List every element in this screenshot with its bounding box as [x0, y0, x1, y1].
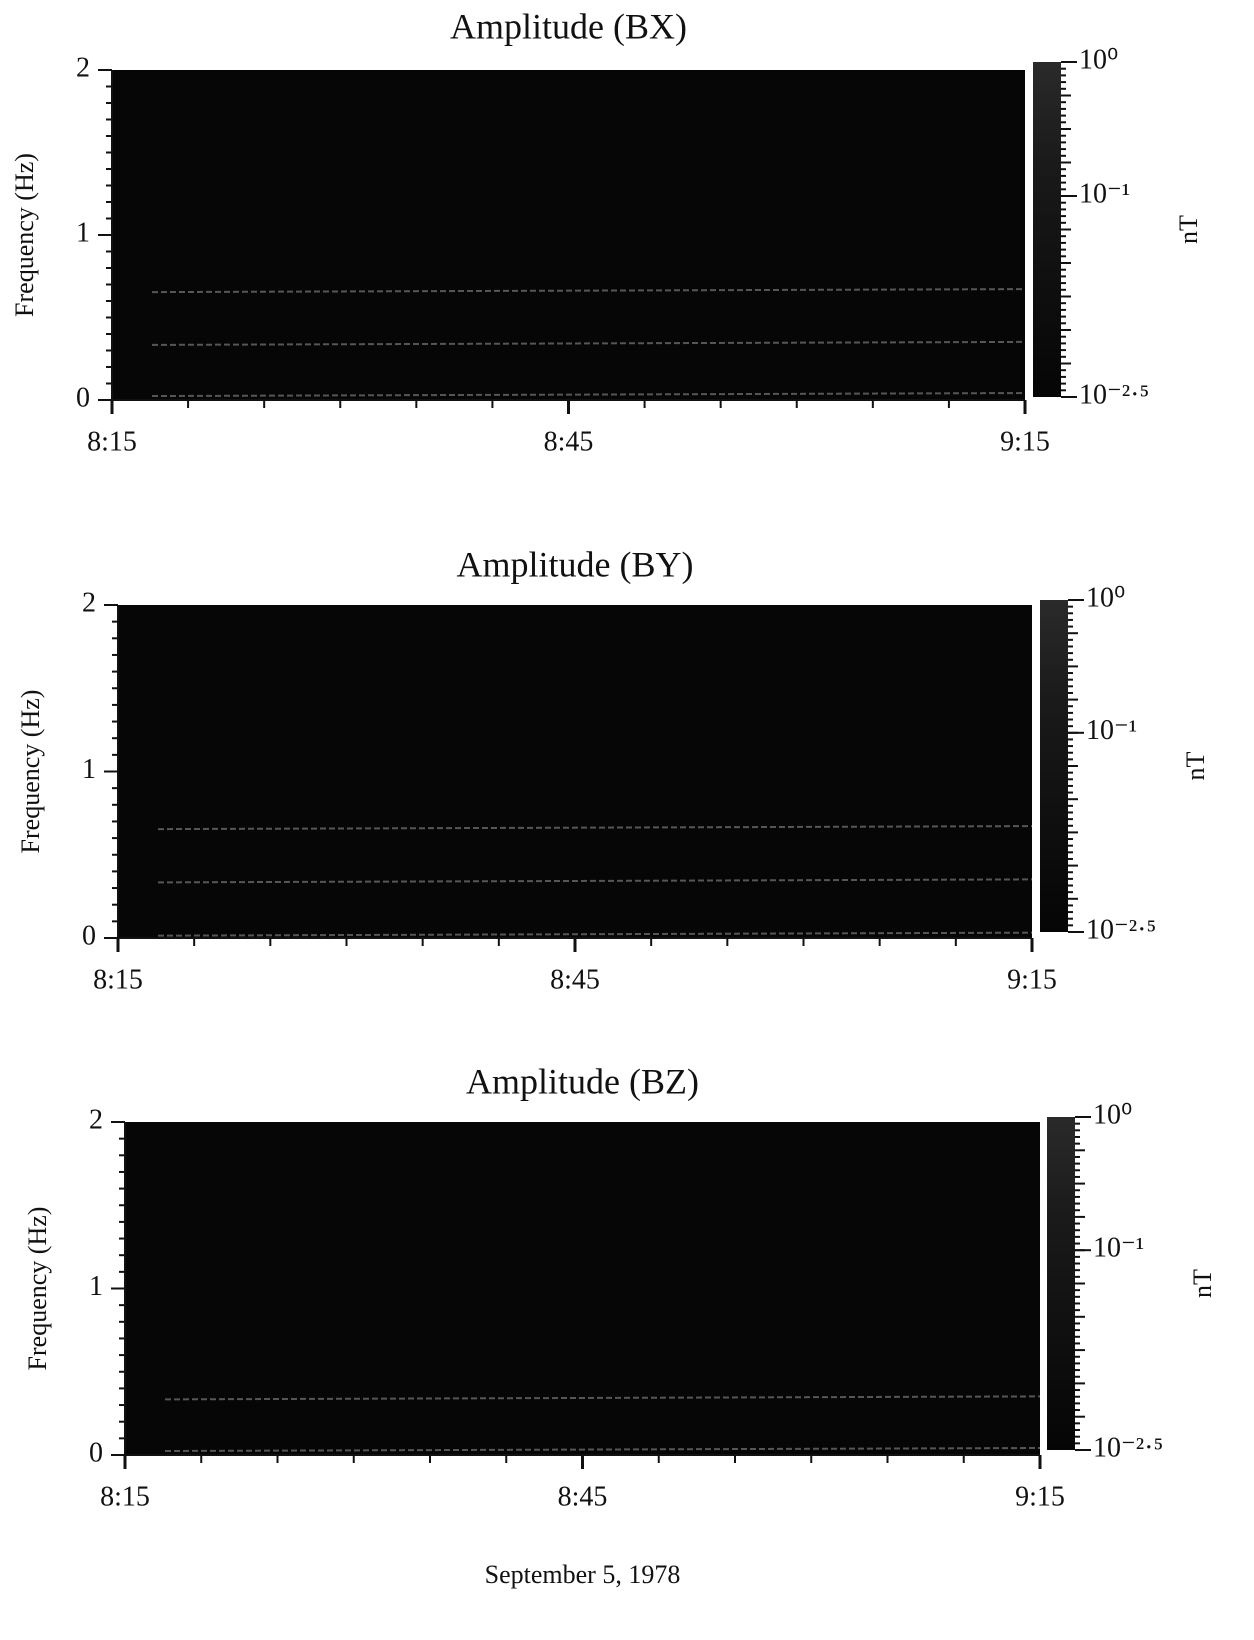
x-tick-label: 9:15	[1007, 964, 1057, 995]
y-tick-label: 0	[89, 1437, 103, 1468]
chart-title: Amplitude (BZ)	[466, 1061, 699, 1101]
colorbar-label: nT	[1188, 1269, 1217, 1298]
x-tick-label: 8:45	[544, 426, 594, 457]
y-tick-label: 2	[82, 587, 96, 618]
x-tick-label: 8:15	[87, 426, 137, 457]
spectral-band	[164, 1395, 1041, 1401]
y-axis-label: Frequency (Hz)	[23, 1207, 52, 1371]
colorbar-tick-label: 10⁻¹	[1086, 715, 1137, 746]
x-tick-label: 8:45	[558, 1481, 608, 1512]
colorbar-tick-label: 10⁰	[1086, 582, 1125, 613]
spectral-band	[157, 878, 1033, 884]
spectral-band	[164, 1447, 1041, 1453]
spectral-band	[157, 931, 1033, 937]
colorbar	[1047, 1117, 1075, 1450]
colorbar-label: nT	[1174, 215, 1203, 244]
x-axis-label: September 5, 1978	[485, 1560, 681, 1589]
y-tick-label: 0	[76, 382, 90, 413]
spectral-band	[157, 825, 1033, 831]
y-tick-label: 1	[89, 1271, 103, 1302]
spectral-band	[151, 340, 1026, 346]
colorbar-tick-label: 10⁰	[1093, 1099, 1132, 1130]
spectral-band	[151, 392, 1026, 398]
spectrogram	[125, 1122, 1040, 1455]
x-tick-label: 9:15	[1015, 1481, 1065, 1512]
x-tick-label: 9:15	[1000, 426, 1050, 457]
y-axis-label: Frequency (Hz)	[16, 690, 45, 854]
colorbar-label: nT	[1181, 751, 1210, 780]
chart-title: Amplitude (BY)	[457, 544, 694, 584]
spectrogram	[112, 70, 1025, 400]
colorbar-tick-label: 10⁻²·⁵	[1093, 1432, 1163, 1463]
x-tick-label: 8:15	[93, 964, 143, 995]
colorbar-tick-label: 10⁻²·⁵	[1086, 914, 1156, 945]
y-tick-label: 2	[76, 52, 90, 83]
y-tick-label: 0	[82, 920, 96, 951]
colorbar-tick-label: 10⁻¹	[1079, 178, 1130, 209]
y-tick-label: 2	[89, 1104, 103, 1135]
colorbar-tick-label: 10⁻²·⁵	[1079, 379, 1149, 410]
spectrogram	[118, 605, 1032, 938]
y-tick-label: 1	[82, 754, 96, 785]
y-axis-label: Frequency (Hz)	[10, 153, 39, 317]
chart-title: Amplitude (BX)	[450, 6, 687, 46]
colorbar	[1033, 62, 1061, 397]
x-tick-label: 8:15	[100, 1481, 150, 1512]
colorbar-tick-label: 10⁰	[1079, 44, 1118, 75]
y-tick-label: 1	[76, 217, 90, 248]
colorbar	[1040, 600, 1068, 932]
x-tick-label: 8:45	[550, 964, 600, 995]
spectral-band	[151, 288, 1026, 294]
colorbar-tick-label: 10⁻¹	[1093, 1233, 1144, 1264]
